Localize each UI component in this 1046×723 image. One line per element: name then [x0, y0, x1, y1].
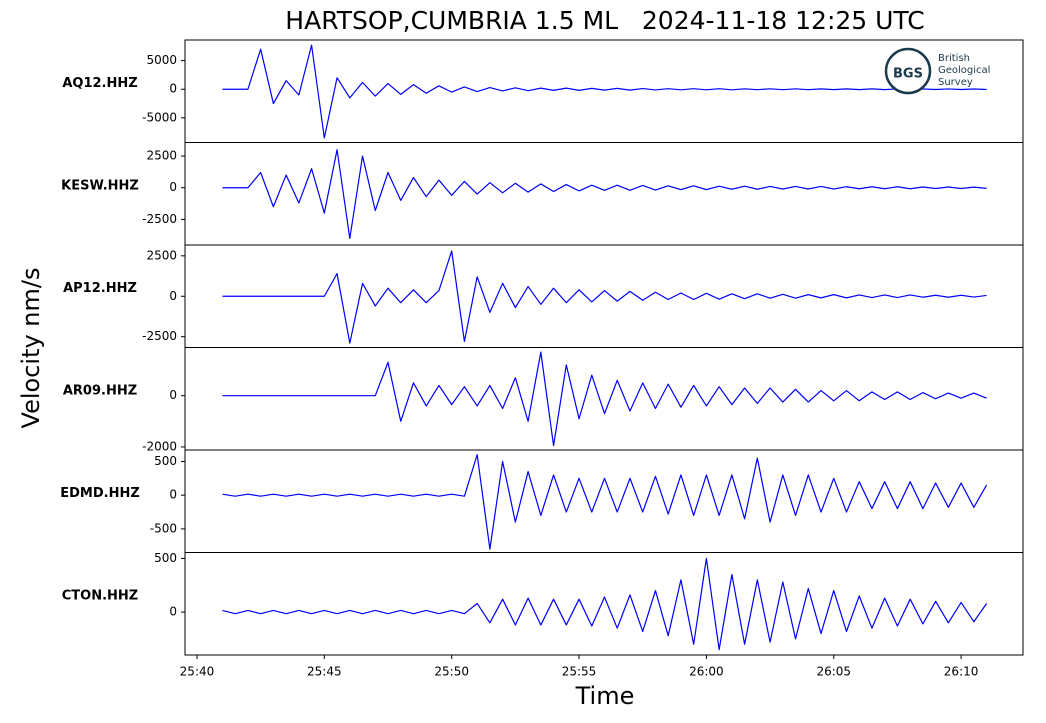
waveform — [222, 44, 987, 139]
y-tick-label: 500 — [154, 551, 177, 565]
y-tick-label: 0 — [169, 388, 177, 402]
waveform — [222, 250, 987, 344]
x-axis-label: Time — [575, 682, 635, 710]
x-tick-label: 26:00 — [689, 665, 724, 679]
panel-frame — [184, 552, 1024, 656]
x-tick-label: 25:50 — [434, 665, 469, 679]
y-tick-label: 0 — [169, 82, 177, 96]
waveform — [222, 454, 988, 550]
logo-text: British — [938, 53, 970, 64]
y-tick-label: -2000 — [142, 439, 177, 453]
x-tick-label: 25:45 — [307, 665, 342, 679]
station-label: AP12.HHZ — [63, 281, 137, 296]
logo-badge: BGS — [893, 67, 923, 82]
x-tick-label: 25:55 — [562, 665, 597, 679]
panel-frame — [184, 142, 1024, 246]
waveform — [222, 557, 988, 651]
logo-ring — [884, 47, 932, 95]
y-tick-label: 0 — [169, 289, 177, 303]
y-tick-label: 0 — [169, 180, 177, 194]
x-tick-label: 26:05 — [816, 665, 851, 679]
logo-text: Geological — [938, 65, 990, 76]
panel-frame — [184, 449, 1024, 553]
station-label: AR09.HHZ — [63, 383, 137, 398]
y-tick-label: 500 — [154, 454, 177, 468]
y-tick-label: -5000 — [142, 110, 177, 124]
waveform — [222, 351, 987, 447]
y-tick-label: -2500 — [142, 212, 177, 226]
panel-frame — [184, 347, 1024, 451]
station-label: CTON.HHZ — [62, 588, 138, 603]
y-tick-label: 5000 — [146, 53, 177, 67]
logo: BGS British Geological Survey — [884, 47, 990, 95]
y-axis-label: Velocity nm/s — [17, 268, 45, 429]
station-label: EDMD.HHZ — [60, 486, 140, 501]
x-tick-label: 25:40 — [180, 665, 215, 679]
logo-text: Survey — [938, 77, 973, 88]
chart-title: HARTSOP,CUMBRIA 1.5 ML 2024-11-18 12:25 … — [285, 6, 924, 35]
y-tick-label: 2500 — [146, 149, 177, 163]
x-tick-label: 26:10 — [944, 665, 979, 679]
y-tick-label: -500 — [150, 521, 177, 535]
y-tick-label: -2500 — [142, 329, 177, 343]
y-tick-label: 2500 — [146, 248, 177, 262]
y-tick-label: 0 — [169, 488, 177, 502]
station-label: AQ12.HHZ — [62, 76, 137, 91]
waveform — [222, 149, 987, 240]
y-tick-label: 0 — [169, 605, 177, 619]
station-label: KESW.HHZ — [61, 178, 139, 193]
